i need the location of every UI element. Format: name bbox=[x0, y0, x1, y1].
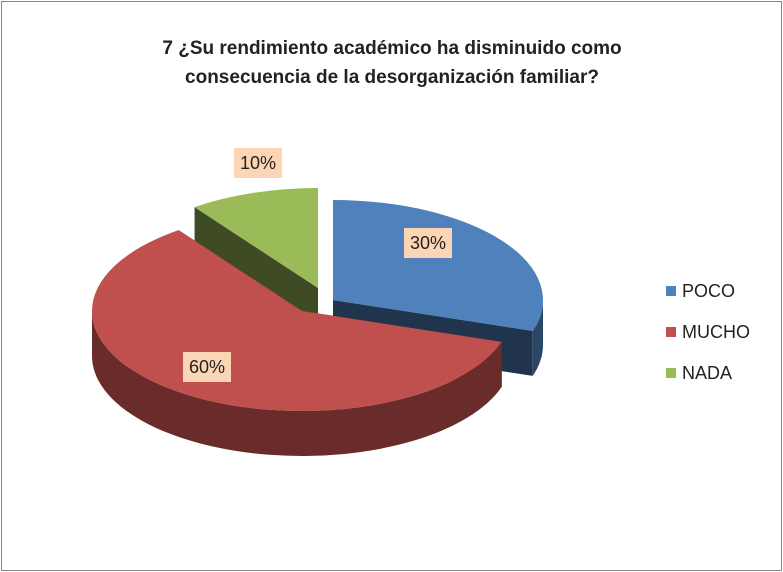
data-label-box bbox=[404, 228, 452, 258]
legend-swatch bbox=[666, 368, 676, 378]
data-label-box bbox=[183, 352, 231, 382]
data-label: 30% bbox=[410, 233, 446, 253]
legend-label: POCO bbox=[682, 281, 735, 301]
legend-label: NADA bbox=[682, 363, 732, 383]
data-label: 60% bbox=[189, 357, 225, 377]
slice-side bbox=[532, 300, 543, 376]
slice-top bbox=[194, 188, 318, 288]
data-label-box bbox=[234, 148, 282, 178]
chart-title: 7 ¿Su rendimiento académico ha disminuid… bbox=[162, 38, 622, 88]
legend-label: MUCHO bbox=[682, 322, 750, 342]
legend-swatch bbox=[666, 327, 676, 337]
data-label: 10% bbox=[240, 153, 276, 173]
slice-side bbox=[92, 311, 502, 457]
slice-top bbox=[333, 200, 543, 331]
legend-swatch bbox=[666, 286, 676, 296]
